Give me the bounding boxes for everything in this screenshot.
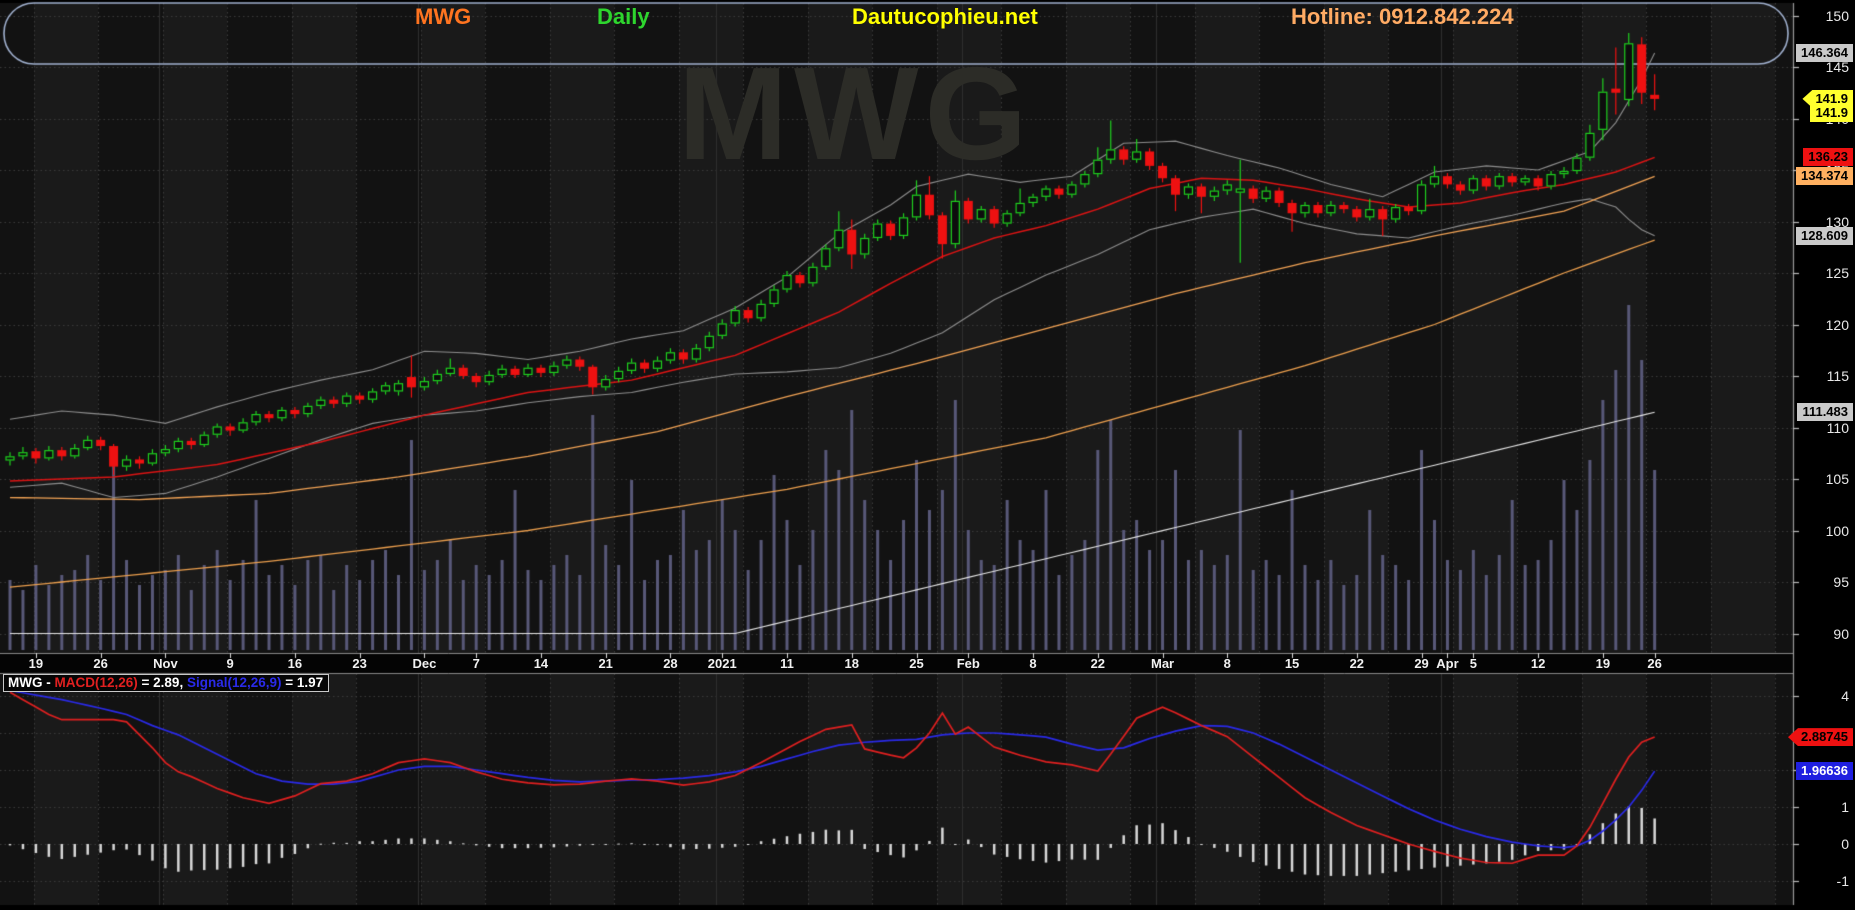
timeframe-label: Daily (597, 4, 650, 29)
macd-label-part: MWG - (8, 675, 55, 690)
macd-label-part: = 2.89, (137, 675, 187, 690)
site-label: Dautucophieu.net (852, 4, 1038, 29)
symbol-label: MWG (415, 4, 472, 29)
chart-header: MWG Daily Dautucophieu.net Hotline: 0912… (0, 4, 1855, 34)
macd-label-part: Signal(12,26,9) (186, 675, 282, 690)
macd-indicator-label: MWG - MACD(12,26) = 2.89, Signal(12,26,9… (3, 674, 330, 692)
hotline-label: Hotline: 0912.842.224 (1291, 4, 1514, 29)
macd-label-part: = 1.97 (281, 675, 324, 690)
macd-label-part: MACD(12,26) (54, 675, 138, 690)
